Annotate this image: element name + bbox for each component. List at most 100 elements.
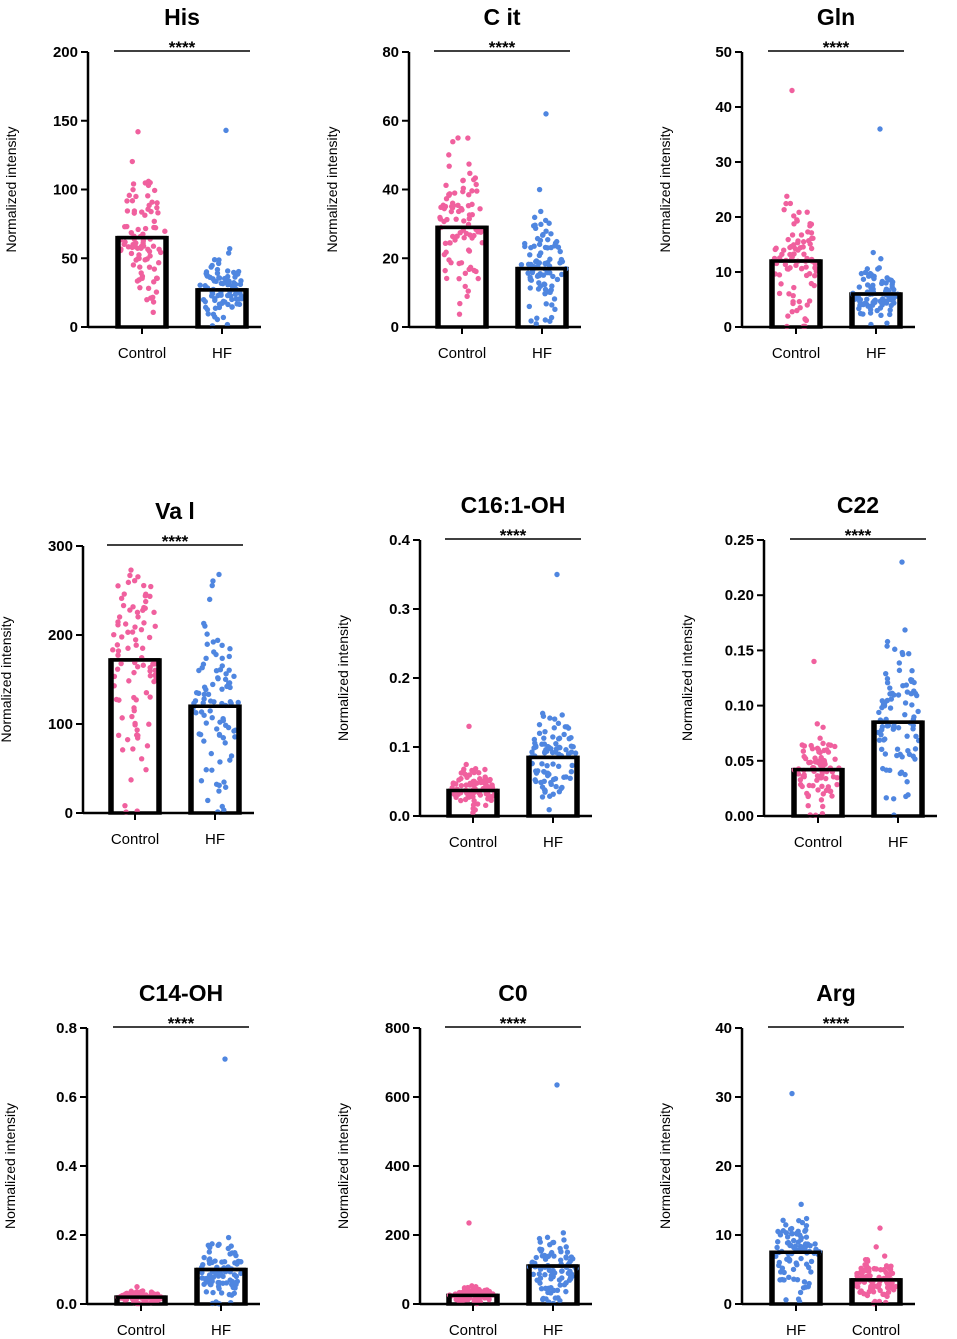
data-point bbox=[544, 289, 551, 295]
data-point bbox=[801, 1279, 808, 1285]
data-point bbox=[860, 301, 867, 308]
data-point bbox=[798, 266, 805, 272]
data-point bbox=[155, 210, 161, 216]
data-point bbox=[898, 769, 905, 775]
data-point bbox=[788, 243, 794, 250]
data-point bbox=[151, 224, 157, 231]
data-point bbox=[140, 1288, 146, 1294]
data-point bbox=[131, 578, 138, 584]
data-point bbox=[225, 250, 232, 256]
data-point bbox=[541, 750, 548, 756]
category-label: Control bbox=[772, 345, 820, 362]
y-axis-label: Normalized intensity bbox=[657, 1103, 673, 1229]
data-point bbox=[543, 301, 549, 307]
data-point bbox=[465, 135, 471, 141]
data-point bbox=[887, 1271, 893, 1278]
data-point bbox=[781, 1269, 787, 1276]
data-point bbox=[883, 670, 889, 677]
data-point bbox=[125, 629, 131, 635]
data-point bbox=[538, 1285, 545, 1292]
data-point bbox=[785, 1255, 792, 1262]
data-point bbox=[542, 317, 548, 323]
data-point bbox=[550, 273, 556, 280]
data-point bbox=[135, 732, 141, 739]
data-point bbox=[122, 239, 128, 245]
data-point bbox=[546, 807, 552, 813]
y-tick-label: 0 bbox=[65, 805, 73, 822]
data-point bbox=[533, 258, 539, 265]
data-point bbox=[539, 794, 546, 800]
data-point bbox=[238, 278, 244, 284]
data-point bbox=[212, 305, 219, 311]
data-point bbox=[211, 699, 217, 705]
data-point bbox=[805, 1241, 811, 1247]
data-point bbox=[460, 177, 466, 184]
data-point bbox=[442, 267, 448, 274]
data-point bbox=[879, 296, 886, 302]
data-point bbox=[474, 801, 481, 807]
data-point bbox=[232, 281, 239, 288]
data-point bbox=[154, 204, 160, 211]
data-point bbox=[476, 770, 482, 776]
data-point bbox=[125, 579, 132, 586]
data-point bbox=[443, 275, 450, 282]
data-point bbox=[885, 1289, 892, 1295]
data-point bbox=[798, 1237, 804, 1243]
data-point bbox=[538, 221, 544, 228]
data-point bbox=[542, 217, 549, 224]
data-point bbox=[125, 645, 131, 651]
data-point bbox=[225, 301, 231, 308]
data-point bbox=[551, 716, 558, 722]
y-tick-label: 0.1 bbox=[389, 739, 410, 756]
data-point bbox=[817, 735, 823, 741]
chart-title: His bbox=[164, 4, 200, 30]
data-point bbox=[216, 301, 223, 307]
data-point bbox=[552, 1295, 559, 1301]
data-point bbox=[882, 751, 889, 757]
data-point bbox=[118, 660, 124, 667]
data-point bbox=[563, 1288, 569, 1295]
data-point bbox=[145, 178, 152, 185]
data-point bbox=[121, 591, 127, 597]
data-point bbox=[860, 311, 866, 317]
data-point bbox=[815, 787, 821, 793]
data-point bbox=[568, 1254, 575, 1260]
y-tick-label: 20 bbox=[715, 209, 732, 226]
data-point bbox=[197, 731, 204, 738]
data-point bbox=[787, 1242, 794, 1248]
data-point bbox=[122, 802, 128, 809]
significance-label: **** bbox=[169, 38, 196, 57]
data-point bbox=[209, 715, 215, 721]
data-point bbox=[556, 735, 563, 741]
y-tick-label: 0.0 bbox=[389, 808, 410, 825]
y-tick-label: 0 bbox=[724, 1296, 732, 1313]
data-point bbox=[866, 1268, 872, 1275]
data-point bbox=[466, 216, 472, 222]
data-point bbox=[138, 756, 145, 762]
data-point bbox=[221, 807, 227, 813]
chart-panel-7: C14-OH **** Normalized intensity Control HF 0… bbox=[2, 980, 260, 1339]
data-point bbox=[906, 650, 912, 657]
data-point bbox=[443, 182, 449, 189]
data-point bbox=[913, 733, 919, 740]
data-point bbox=[807, 759, 814, 766]
data-point bbox=[198, 778, 205, 784]
data-point-max bbox=[222, 1056, 228, 1062]
data-point bbox=[211, 257, 218, 263]
data-point bbox=[130, 186, 136, 193]
data-point bbox=[461, 235, 467, 241]
data-point bbox=[214, 270, 221, 276]
data-point bbox=[866, 273, 872, 279]
data-point bbox=[564, 1249, 571, 1255]
chart-title: Va l bbox=[155, 498, 195, 524]
y-tick-label: 30 bbox=[715, 1089, 732, 1106]
data-point bbox=[446, 163, 452, 169]
data-point bbox=[794, 307, 800, 314]
data-point bbox=[457, 1297, 464, 1303]
data-point bbox=[877, 729, 883, 736]
data-point bbox=[536, 721, 543, 728]
data-point bbox=[131, 705, 137, 711]
data-point bbox=[226, 680, 233, 686]
data-point bbox=[461, 218, 467, 224]
data-point bbox=[894, 746, 901, 752]
